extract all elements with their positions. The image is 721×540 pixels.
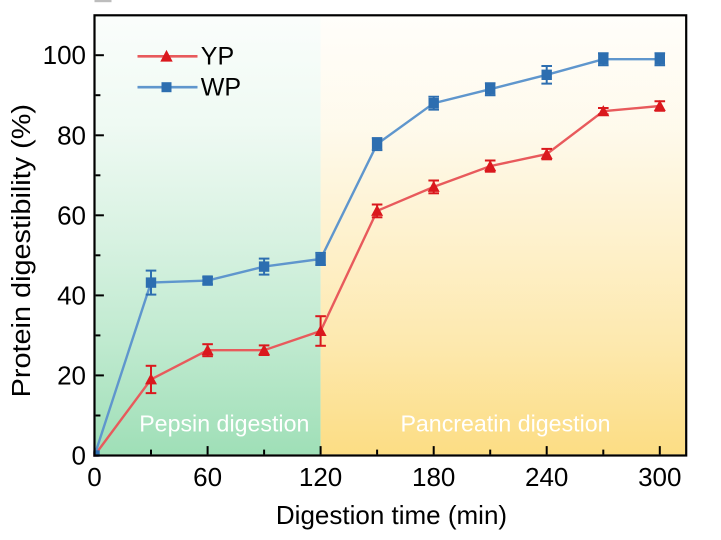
- svg-text:WP: WP: [201, 74, 241, 102]
- svg-text:Pancreatin digestion: Pancreatin digestion: [400, 410, 610, 436]
- svg-text:180: 180: [412, 462, 455, 492]
- svg-text:0: 0: [72, 441, 86, 471]
- svg-text:120: 120: [299, 462, 342, 492]
- svg-text:80: 80: [57, 120, 86, 150]
- svg-text:Digestion time (min): Digestion time (min): [276, 500, 507, 530]
- svg-text:Protein digestibility (%): Protein digestibility (%): [7, 104, 36, 397]
- svg-text:0: 0: [87, 462, 101, 492]
- svg-text:20: 20: [57, 360, 86, 390]
- svg-text:YP: YP: [201, 43, 234, 71]
- svg-text:240: 240: [525, 462, 568, 492]
- svg-text:100: 100: [43, 40, 86, 70]
- svg-text:300: 300: [638, 462, 681, 492]
- svg-text:Pepsin digestion: Pepsin digestion: [139, 410, 309, 436]
- svg-text:40: 40: [57, 280, 86, 310]
- svg-text:60: 60: [193, 462, 222, 492]
- svg-text:60: 60: [57, 200, 86, 230]
